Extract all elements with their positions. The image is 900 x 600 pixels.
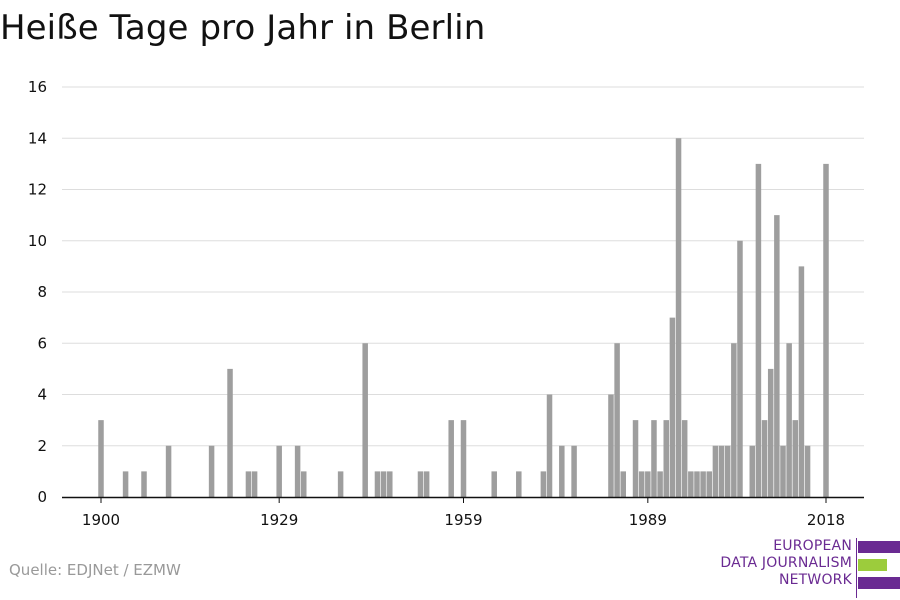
bar-1992 [663, 420, 669, 498]
bar-1911 [165, 445, 172, 497]
y-tick-label-8: 8 [37, 283, 47, 301]
bar-2010 [774, 215, 780, 498]
x-tick-label-1959: 1959 [444, 511, 482, 529]
bar-1924 [245, 471, 252, 498]
bar-1998 [700, 471, 706, 498]
y-axis: 0 2 4 6 8 10 12 14 16 [28, 78, 47, 506]
logo-bar-purple-bottom [858, 577, 900, 589]
bar-1947 [387, 471, 393, 498]
bar-2000 [712, 445, 719, 497]
bar-1973 [546, 394, 553, 497]
bar-2006 [749, 445, 756, 497]
bar-1918 [208, 445, 215, 497]
bar-1991 [657, 471, 663, 498]
y-tick-label-10: 10 [28, 232, 47, 250]
logo-bar-purple-top [858, 541, 900, 553]
bars [98, 138, 829, 498]
logo-line-2: DATA JOURNALISM [720, 555, 852, 571]
bar-1929 [276, 445, 282, 497]
bar-2007 [755, 163, 762, 498]
bar-1994 [675, 138, 682, 497]
bar-1904 [122, 471, 129, 498]
bar-2001 [718, 445, 725, 497]
bar-1933 [301, 471, 307, 498]
logo-divider [856, 538, 857, 598]
bar-1995 [681, 420, 688, 498]
bar-1907 [141, 471, 147, 498]
bar-2002 [724, 445, 731, 497]
x-tick-label-2018: 2018 [807, 511, 845, 529]
bar-1900 [98, 420, 104, 498]
bar-1943 [362, 343, 368, 497]
bar-1957 [448, 420, 454, 498]
bar-2008 [761, 420, 768, 498]
y-tick-label-2: 2 [37, 437, 47, 455]
logo-bar-green [858, 559, 887, 571]
bar-1977 [571, 445, 577, 497]
bar-1925 [251, 471, 258, 498]
source-note: Quelle: EDJNet / EZMW [9, 561, 181, 579]
logo-line-1: EUROPEAN [773, 538, 852, 554]
bar-2013 [792, 420, 799, 498]
bar-1987 [632, 420, 639, 498]
x-tick-label-1900: 1900 [82, 511, 120, 529]
chart-title: Heiße Tage pro Jahr in Berlin [0, 8, 486, 48]
edjnet-logo: EUROPEAN DATA JOURNALISM NETWORK [705, 538, 900, 598]
bar-1946 [380, 471, 387, 498]
x-axis: 1900 1929 1959 1989 2018 [62, 496, 864, 529]
logo-text: EUROPEAN DATA JOURNALISM NETWORK [720, 538, 852, 589]
bar-1989 [645, 471, 651, 498]
bar-1983 [608, 394, 614, 497]
bar-1964 [491, 471, 497, 498]
y-tick-label-16: 16 [28, 78, 47, 96]
y-tick-label-6: 6 [37, 334, 47, 352]
bar-1985 [620, 471, 626, 498]
bar-2012 [786, 343, 792, 497]
y-tick-label-12: 12 [28, 181, 47, 199]
bar-1988 [638, 471, 645, 498]
bar-1999 [706, 471, 713, 498]
bar-2003 [731, 343, 737, 497]
bar-1990 [651, 420, 657, 498]
bar-1959 [460, 420, 467, 498]
bar-1953 [423, 471, 430, 498]
bar-1968 [516, 471, 522, 498]
y-tick-label-14: 14 [28, 129, 47, 147]
bar-1945 [374, 471, 381, 498]
bar-1921 [227, 368, 233, 498]
bar-1972 [540, 471, 547, 498]
x-tick-label-1929: 1929 [260, 511, 298, 529]
y-tick-label-0: 0 [37, 488, 47, 506]
bar-2009 [767, 368, 774, 498]
bar-2018 [823, 163, 829, 498]
logo-line-3: NETWORK [778, 572, 852, 588]
bar-1952 [417, 471, 424, 498]
x-tick-label-1989: 1989 [629, 511, 667, 529]
bar-1984 [614, 343, 620, 497]
grid-lines [62, 86, 864, 447]
bar-2014 [798, 266, 805, 498]
bar-1996 [688, 471, 694, 498]
bar-1939 [337, 471, 344, 498]
bar-2015 [804, 445, 811, 497]
y-tick-label-4: 4 [37, 386, 47, 404]
bar-2011 [780, 445, 786, 497]
bar-1997 [694, 471, 700, 498]
bar-1993 [669, 317, 676, 498]
bar-1932 [294, 445, 301, 497]
bar-2004 [737, 240, 743, 497]
bar-1975 [559, 445, 565, 497]
